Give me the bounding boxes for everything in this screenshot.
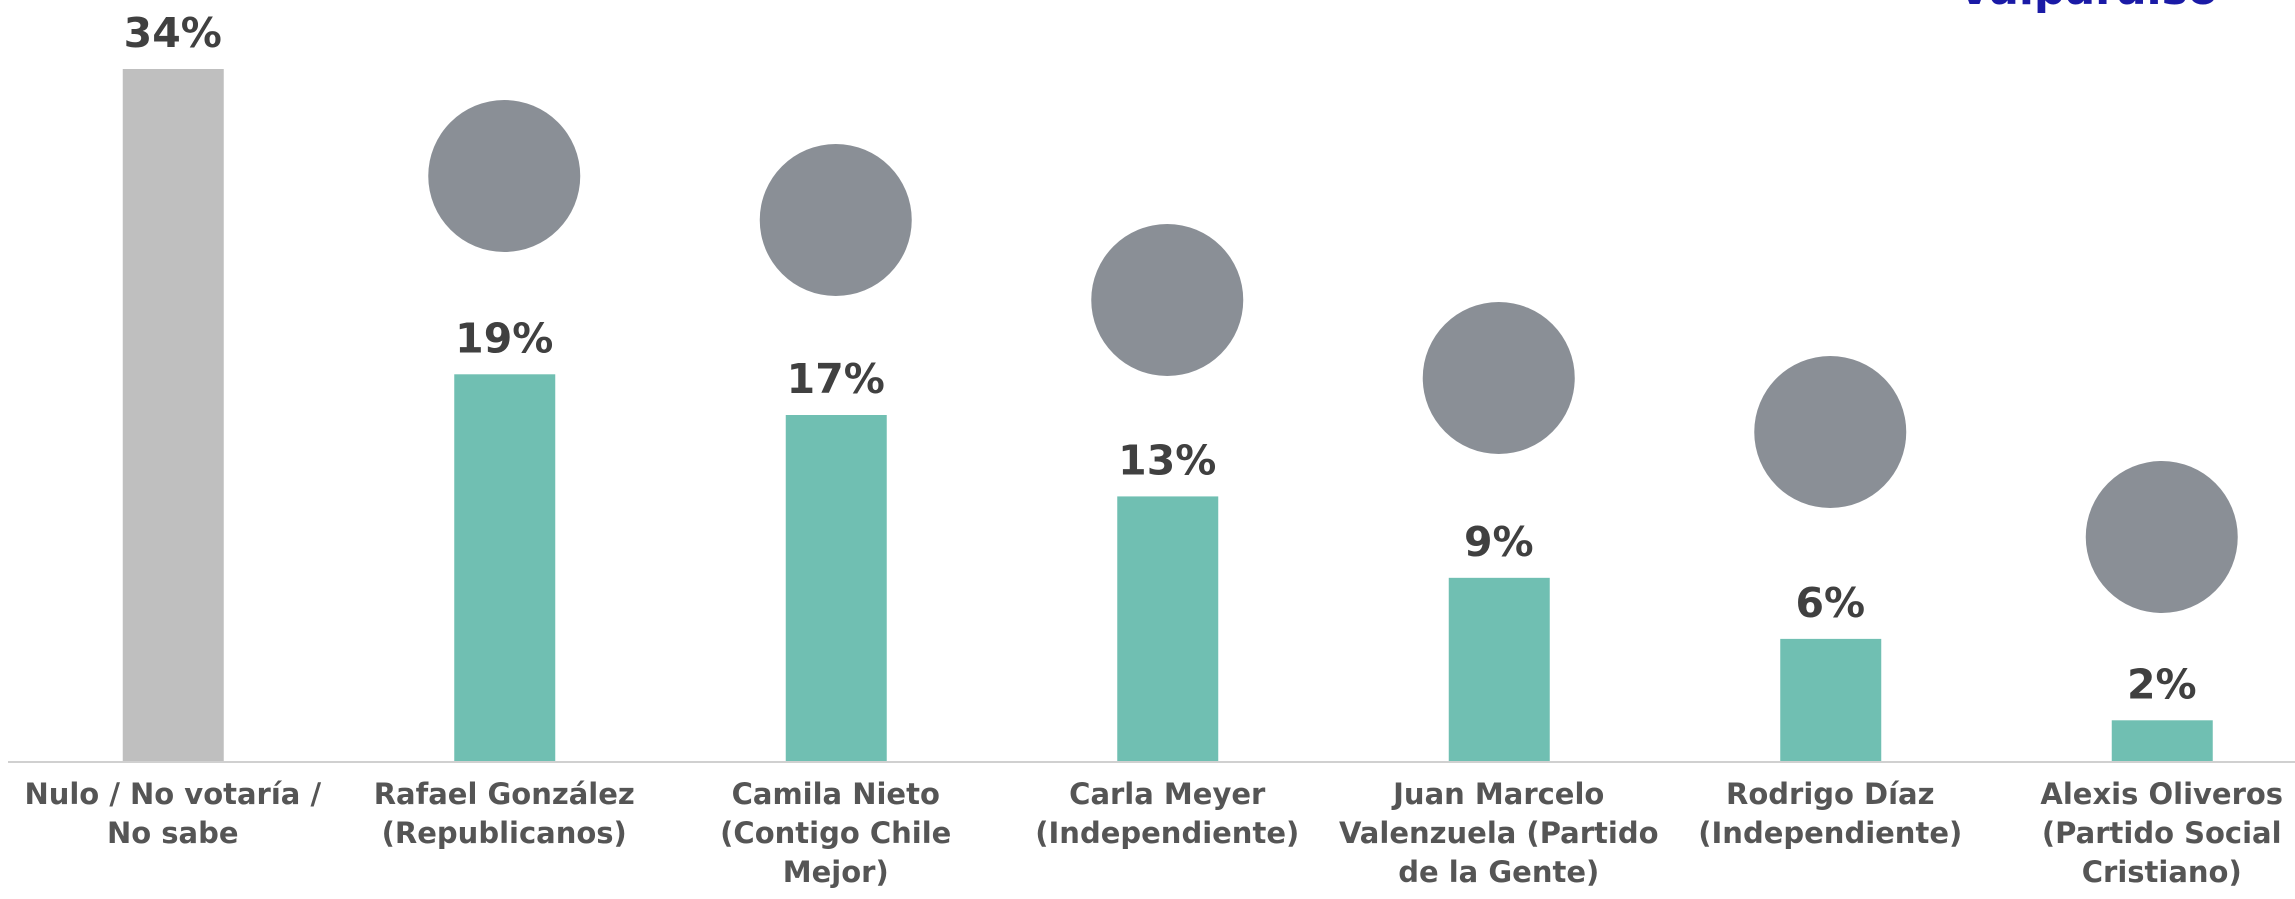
x-tick-line: Camila Nieto (732, 777, 940, 811)
x-tick-line: de la Gente) (1398, 855, 1599, 889)
candidate-photo (1754, 356, 1907, 508)
bar (122, 69, 224, 761)
bar (2111, 720, 2213, 761)
x-tick-line: Rafael González (374, 777, 635, 811)
x-tick-line: (Independiente) (1698, 816, 1962, 850)
candidate-photo (1091, 224, 1244, 376)
x-tick-label: Rodrigo Díaz (Independiente) (1698, 777, 1962, 850)
value-label: 19% (455, 314, 553, 362)
x-tick-label: Camila Nieto (Contigo Chile Mejor) (720, 777, 951, 889)
x-tick-line: (Partido Social (2042, 816, 2282, 850)
value-label: 6% (1795, 579, 1865, 627)
x-tick-line: Mejor) (783, 855, 889, 889)
candidate-photo (2085, 461, 2238, 613)
value-label: 34% (124, 9, 222, 57)
bar (454, 374, 556, 761)
value-label: 9% (1464, 518, 1534, 566)
x-tick-line: (Independiente) (1035, 816, 1299, 850)
bar (1117, 496, 1219, 761)
x-tick-line: No sabe (107, 816, 239, 850)
x-tick-label: Carla Meyer (Independiente) (1035, 777, 1299, 850)
x-tick-line: Alexis Oliveros (2040, 777, 2283, 811)
x-tick-line: Nulo / No votaría / (24, 777, 321, 811)
x-tick-label: Alexis Oliveros (Partido Social Cristiano) (2040, 777, 2283, 889)
x-tick-line: (Republicanos) (382, 816, 627, 850)
value-label: 13% (1118, 436, 1216, 484)
value-label: 17% (787, 355, 885, 403)
candidate-photo (759, 144, 912, 296)
x-tick-label: Nulo / No votaría / No sabe (24, 777, 321, 850)
x-tick-line: (Contigo Chile (720, 816, 951, 850)
x-tick-label: Juan Marcelo Valenzuela (Partido de la Gen… (1339, 777, 1659, 889)
bar (1448, 577, 1550, 761)
x-tick-line: Juan Marcelo (1391, 777, 1604, 811)
value-label: 2% (2127, 660, 2197, 708)
candidate-photo (1422, 302, 1575, 454)
candidate-photo (428, 100, 581, 252)
x-tick-line: Valenzuela (Partido (1339, 816, 1659, 850)
x-tick-label: Rafael González (Republicanos) (374, 777, 635, 850)
x-tick-line: Carla Meyer (1069, 777, 1266, 811)
bar (785, 415, 887, 761)
x-tick-line: Cristiano) (2082, 855, 2242, 889)
bar (1780, 638, 1882, 761)
chart-title: Valparaíso (1958, 0, 2219, 15)
x-tick-line: Rodrigo Díaz (1726, 777, 1935, 811)
